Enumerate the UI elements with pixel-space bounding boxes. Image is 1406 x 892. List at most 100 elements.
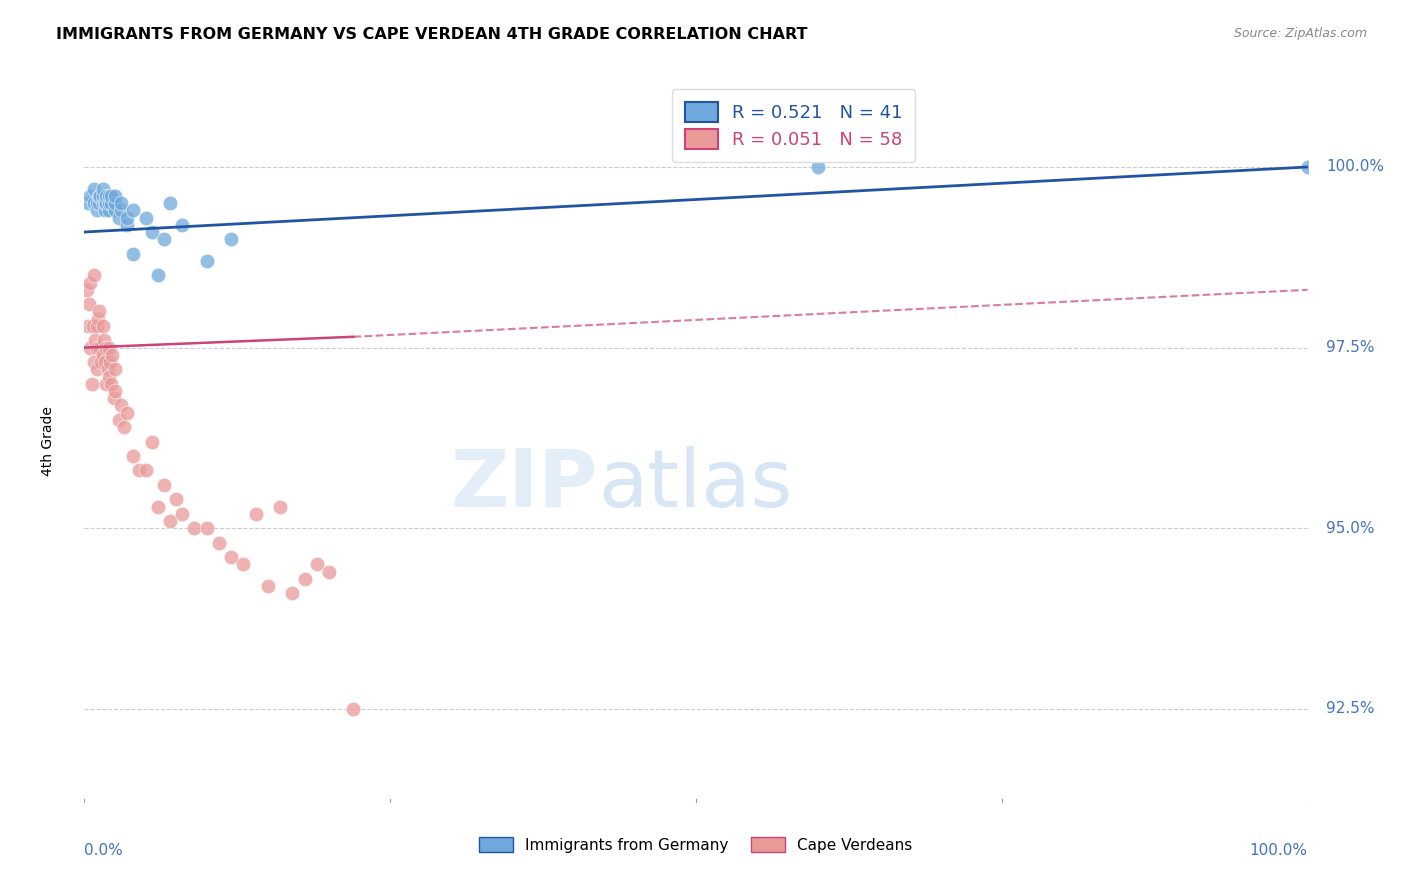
Point — [107, 211, 129, 225]
Point — [91, 189, 114, 203]
Point — [90, 355, 112, 369]
Text: ZIP: ZIP — [451, 446, 598, 524]
Point — [208, 535, 231, 549]
Point — [79, 341, 101, 355]
Point — [79, 276, 101, 290]
Point — [135, 211, 157, 225]
Point — [83, 182, 105, 196]
Point — [94, 203, 117, 218]
Point — [97, 369, 120, 384]
Point — [91, 348, 114, 362]
Text: 0.0%: 0.0% — [84, 843, 124, 857]
Point — [159, 514, 181, 528]
Point — [305, 558, 328, 572]
Point — [232, 558, 254, 572]
Point — [110, 196, 132, 211]
Point — [97, 196, 120, 211]
Point — [98, 355, 121, 369]
Text: atlas: atlas — [598, 446, 793, 524]
Point — [83, 268, 105, 283]
Point — [104, 196, 127, 211]
Point — [195, 521, 218, 535]
Point — [94, 196, 117, 211]
Point — [294, 572, 316, 586]
Point — [103, 391, 125, 405]
Point — [115, 406, 138, 420]
Point — [172, 507, 194, 521]
Point — [84, 334, 107, 348]
Point — [807, 160, 830, 174]
Point — [146, 268, 169, 283]
Legend: Immigrants from Germany, Cape Verdeans: Immigrants from Germany, Cape Verdeans — [472, 830, 920, 860]
Point — [87, 304, 110, 318]
Point — [97, 189, 120, 203]
Point — [122, 246, 145, 260]
Point — [82, 318, 104, 333]
Text: 100.0%: 100.0% — [1250, 843, 1308, 857]
Text: 4th Grade: 4th Grade — [41, 407, 55, 476]
Point — [100, 376, 122, 391]
Point — [104, 189, 127, 203]
Point — [89, 341, 111, 355]
Point — [112, 420, 135, 434]
Point — [91, 318, 114, 333]
Point — [219, 232, 242, 246]
Point — [101, 348, 124, 362]
Point — [93, 334, 115, 348]
Point — [86, 362, 108, 376]
Point — [104, 203, 127, 218]
Point — [96, 196, 118, 211]
Text: 100.0%: 100.0% — [1326, 160, 1384, 175]
Point — [80, 376, 103, 391]
Text: Source: ZipAtlas.com: Source: ZipAtlas.com — [1233, 27, 1367, 40]
Point — [94, 355, 117, 369]
Point — [146, 500, 169, 514]
Point — [104, 362, 127, 376]
Point — [86, 341, 108, 355]
Point — [153, 232, 176, 246]
Point — [219, 550, 242, 565]
Point — [281, 586, 304, 600]
Point — [122, 449, 145, 463]
Point — [141, 434, 163, 449]
Point — [77, 196, 100, 211]
Point — [135, 463, 157, 477]
Point — [245, 507, 267, 521]
Point — [83, 355, 105, 369]
Point — [115, 218, 138, 232]
Point — [128, 463, 150, 477]
Point — [87, 311, 110, 326]
Point — [110, 203, 132, 218]
Point — [83, 196, 105, 211]
Point — [141, 225, 163, 239]
Point — [86, 196, 108, 211]
Point — [107, 413, 129, 427]
Point — [86, 318, 108, 333]
Point — [77, 318, 100, 333]
Text: 95.0%: 95.0% — [1326, 521, 1375, 536]
Point — [269, 500, 291, 514]
Point — [110, 399, 132, 413]
Point — [91, 196, 114, 211]
Point — [172, 218, 194, 232]
Point — [195, 254, 218, 268]
Point — [97, 341, 120, 355]
Point — [96, 341, 118, 355]
Point — [1296, 160, 1319, 174]
Point — [96, 189, 118, 203]
Point — [77, 297, 100, 311]
Point — [91, 182, 114, 196]
Point — [79, 189, 101, 203]
Point — [89, 189, 111, 203]
Point — [122, 203, 145, 218]
Point — [115, 211, 138, 225]
Point — [86, 203, 108, 218]
Text: IMMIGRANTS FROM GERMANY VS CAPE VERDEAN 4TH GRADE CORRELATION CHART: IMMIGRANTS FROM GERMANY VS CAPE VERDEAN … — [56, 27, 807, 42]
Point — [87, 189, 110, 203]
Text: 97.5%: 97.5% — [1326, 340, 1375, 355]
Point — [97, 203, 120, 218]
Point — [257, 579, 280, 593]
Point — [87, 196, 110, 211]
Point — [318, 565, 340, 579]
Point — [76, 283, 98, 297]
